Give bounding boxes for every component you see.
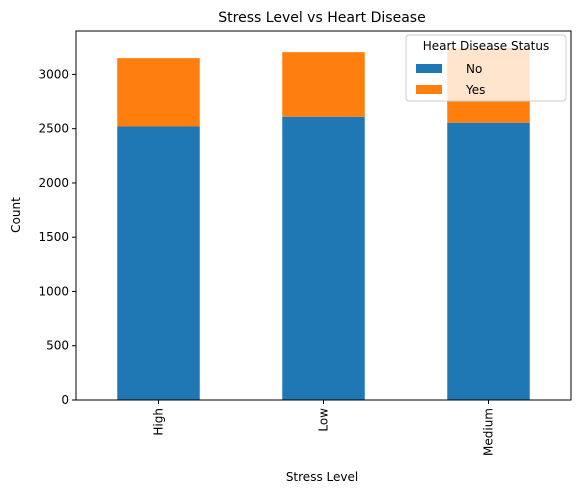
y-tick-label: 1500: [38, 230, 69, 244]
legend-label-yes: Yes: [465, 83, 485, 97]
x-axis-label: Stress Level: [286, 470, 358, 484]
plot-area: 0 500 1000 1500 2000 2500 3000 High Low Medium: [38, 47, 530, 456]
y-tick-label: 1000: [38, 284, 69, 298]
y-tick-label: 0: [61, 393, 69, 407]
chart-title: Stress Level vs Heart Disease: [218, 10, 425, 26]
legend-title: Heart Disease Status: [423, 39, 549, 53]
bar-low-yes: [282, 52, 365, 117]
y-tick-label: 2500: [38, 122, 69, 136]
plot-frame: [75, 30, 572, 401]
y-tick-label: 500: [46, 339, 69, 353]
legend-box: [405, 34, 567, 102]
bar-low-no: [282, 116, 365, 401]
bar-high-no: [117, 126, 200, 400]
x-tick-label-high: High: [152, 408, 166, 436]
y-axis-label: Count: [9, 197, 23, 233]
y-tick-label: 2000: [38, 176, 69, 190]
bar-high-yes: [117, 58, 200, 127]
legend-swatch-no: [416, 64, 442, 73]
legend-label-no: No: [466, 62, 482, 76]
y-tick-label: 3000: [38, 67, 69, 81]
bar-medium-no: [447, 122, 530, 401]
x-tick-label-medium: Medium: [482, 408, 496, 456]
x-tick-label-low: Low: [317, 408, 331, 432]
legend-swatch-yes: [416, 85, 442, 94]
legend: Heart Disease Status No Yes: [405, 34, 567, 102]
